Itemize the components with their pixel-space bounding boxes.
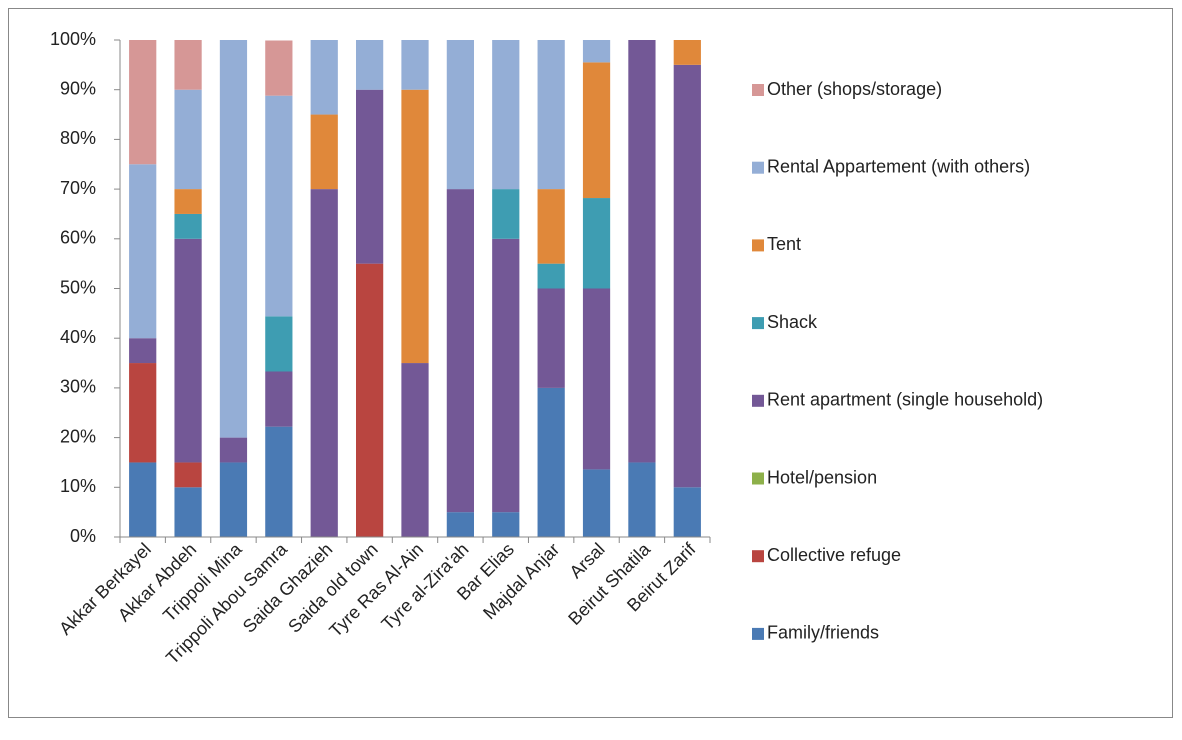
bar-segment — [265, 316, 293, 372]
bar-segment — [446, 40, 474, 190]
y-tick-label: 40% — [60, 327, 96, 347]
bar-segment — [129, 338, 157, 364]
y-tick-label: 70% — [60, 178, 96, 198]
bar-segment — [537, 40, 565, 190]
bar-segment — [356, 89, 384, 264]
legend-swatch — [752, 394, 764, 407]
legend-swatch — [752, 317, 764, 330]
legend-label: Rent apartment (single household) — [767, 390, 1043, 410]
legend-swatch — [752, 550, 764, 563]
y-tick-label: 10% — [60, 476, 96, 496]
bar-segment — [265, 426, 293, 537]
legend-label: Rental Appartement (with others) — [767, 156, 1030, 176]
bar-segment — [310, 114, 338, 190]
bar-segment — [492, 512, 520, 537]
y-tick-label: 0% — [70, 526, 96, 546]
bar-segment — [537, 387, 565, 537]
legend-label: Tent — [767, 234, 801, 254]
legend-swatch — [752, 84, 764, 96]
y-tick-label: 80% — [60, 128, 96, 148]
bar-segment — [265, 371, 293, 427]
legend-label: Shack — [767, 312, 818, 332]
bar-segment — [537, 288, 565, 388]
bar-segment — [219, 462, 248, 537]
bar-segment — [582, 198, 611, 289]
bar-segment — [401, 363, 429, 537]
bar-segment — [492, 40, 520, 190]
bar-segment — [446, 189, 474, 513]
legend-swatch — [752, 239, 764, 252]
bar-segment — [219, 437, 248, 463]
bar-segment — [174, 189, 202, 214]
bar-segment — [356, 40, 384, 90]
bar-segment — [673, 40, 701, 65]
bar-segment — [265, 95, 293, 317]
bar-segment — [129, 40, 157, 165]
bar-segment — [174, 487, 202, 537]
bar-segment — [401, 40, 429, 90]
bar-segment — [628, 462, 656, 537]
bar-segment — [265, 40, 293, 96]
bar-segment — [537, 263, 565, 289]
y-tick-label: 50% — [60, 277, 96, 297]
bar-segment — [537, 189, 565, 264]
bar-segment — [673, 64, 701, 488]
y-tick-label: 60% — [60, 228, 96, 248]
bar-segment — [174, 213, 202, 239]
y-tick-label: 90% — [60, 78, 96, 98]
bar-segment — [174, 40, 202, 90]
bar-segment — [628, 40, 656, 463]
bar-segment — [129, 462, 157, 537]
y-tick-label: 30% — [60, 377, 96, 397]
bar-segment — [356, 263, 384, 537]
bar-segment — [492, 189, 520, 239]
bar-segment — [310, 40, 338, 115]
bar-segment — [129, 164, 157, 339]
bar-segment — [582, 40, 611, 63]
y-tick-label: 20% — [60, 426, 96, 446]
legend-label: Other (shops/storage) — [767, 79, 942, 99]
bar-segment — [174, 238, 202, 463]
legend-label: Family/friends — [767, 623, 879, 643]
bar-segment — [492, 238, 520, 513]
bar-segment — [174, 462, 202, 488]
legend-swatch — [752, 161, 764, 174]
bar-segment — [174, 89, 202, 190]
legend-label: Hotel/pension — [767, 467, 877, 487]
bar-segment — [446, 512, 474, 537]
bar-segment — [582, 288, 611, 470]
bar-segment — [673, 487, 701, 537]
y-tick-label: 100% — [50, 29, 96, 49]
bar-segment — [582, 62, 611, 199]
legend-swatch — [752, 627, 764, 640]
bar-segment — [582, 469, 611, 537]
bar-segment — [219, 40, 248, 438]
bar-segment — [401, 89, 429, 364]
bar-segment — [310, 189, 338, 537]
legend-swatch — [752, 472, 764, 485]
bar-segment — [129, 363, 157, 463]
legend-label: Collective refuge — [767, 545, 901, 565]
